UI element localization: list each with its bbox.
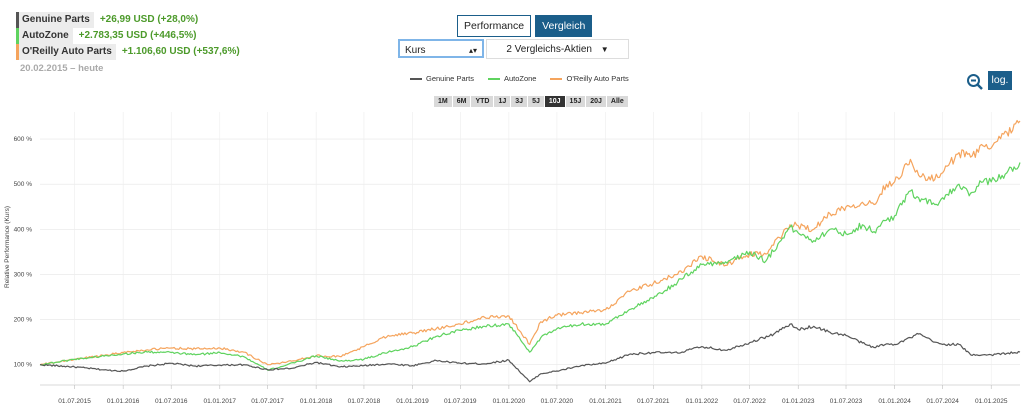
x-tick-label: 01.07.2016 [155,398,188,405]
legend-perf: +2.783,35 USD (+446,5%) [78,30,197,41]
y-axis-title: Relative Performance (Kurs) [4,206,11,288]
x-tick-label: 01.07.2018 [348,398,381,405]
x-tick-label: 01.01.2025 [975,398,1008,405]
tab-vergleich[interactable]: Vergleich [535,15,593,37]
log-scale-button[interactable]: log. [988,71,1012,90]
line-swatch-icon [410,77,422,80]
range-button-1j[interactable]: 1J [494,96,511,107]
range-button-5j[interactable]: 5J [528,96,544,107]
x-tick-label: 01.07.2022 [733,398,766,405]
x-tick-label: 01.01.2022 [686,398,719,405]
x-tick-label: 01.07.2015 [58,398,91,405]
y-tick-label: 400 % [14,226,33,233]
x-tick-label: 01.01.2016 [107,398,140,405]
y-tick-label: 500 % [14,181,33,188]
x-tick-label: 01.01.2023 [782,398,815,405]
x-tick-label: 01.01.2017 [204,398,237,405]
series-line-1 [39,162,1021,371]
legend-perf: +26,99 USD (+28,0%) [99,14,199,25]
legend-perf: +1.106,60 USD (+537,6%) [121,46,240,57]
chart-series [39,119,1021,383]
series-line-0 [39,323,1021,383]
compare-dropdown-label: 2 Vergleichs-Aktien [506,44,592,55]
legend-row-genuine-parts[interactable]: Genuine Parts +26,99 USD (+28,0%) [16,12,240,28]
y-tick-label: 100 % [14,362,33,369]
series-line-2 [39,119,1021,366]
line-swatch-icon [550,77,563,80]
range-button-20j[interactable]: 20J [586,96,606,107]
legend-row-oreilly[interactable]: O'Reilly Auto Parts +1.106,60 USD (+537,… [16,44,240,60]
range-button-3j[interactable]: 3J [511,96,528,107]
kurs-select[interactable]: Kurs ▴▾ [398,39,484,58]
x-tick-label: 01.01.2019 [396,398,429,405]
x-tick-label: 01.01.2021 [589,398,622,405]
range-button-1m[interactable]: 1M [434,96,452,107]
x-tick-label: 01.07.2023 [830,398,863,405]
legend-name: AutoZone [16,28,73,44]
caret-down-icon: ▼ [600,45,609,54]
compare-dropdown[interactable]: 2 Vergleichs-Aktien ▼ [486,39,629,59]
y-tick-label: 600 % [14,136,33,143]
x-tick-label: 01.07.2021 [637,398,670,405]
chart-grid [40,112,1020,389]
line-swatch-icon [487,77,500,80]
x-tick-label: 01.07.2017 [251,398,284,405]
legend-name: O'Reilly Auto Parts [16,44,116,60]
range-button-ytd[interactable]: YTD [471,96,494,107]
y-tick-label: 300 % [14,271,33,278]
range-button-10j[interactable]: 10J [544,96,565,107]
series-legend: Genuine Parts AutoZone O'Reilly Auto Par… [410,74,629,83]
series-legend-label: O'Reilly Auto Parts [566,74,629,83]
x-axis-labels: 01.07.2015 01.01.2016 01.07.2016 01.01.2017… [58,398,1008,405]
range-button-6m[interactable]: 6M [452,96,471,107]
series-legend-item[interactable]: Genuine Parts [410,74,474,83]
y-axis-labels: 100 % 200 % 300 % 400 % 500 % 600 % [14,136,33,369]
range-buttons: 1M 6M YTD 1J 3J 5J 10J 15J 20J Alle [434,96,628,107]
x-tick-label: 01.01.2020 [493,398,526,405]
x-tick-label: 01.07.2019 [444,398,477,405]
kurs-select-value: Kurs [405,45,426,56]
updown-arrows-icon: ▴▾ [468,46,477,55]
x-tick-label: 01.07.2020 [541,398,574,405]
legend-name: Genuine Parts [16,12,94,28]
range-button-15j[interactable]: 15J [565,96,586,107]
x-tick-label: 01.01.2018 [300,398,333,405]
series-legend-item[interactable]: O'Reilly Auto Parts [550,74,629,83]
x-tick-label: 01.07.2024 [926,398,959,405]
series-legend-label: Genuine Parts [426,74,474,83]
y-tick-label: 200 % [14,317,33,324]
series-legend-label: AutoZone [503,74,537,83]
view-tabs: Performance Vergleich [457,15,593,37]
legend-row-autozone[interactable]: AutoZone +2.783,35 USD (+446,5%) [16,28,240,44]
series-legend-item[interactable]: AutoZone [487,74,537,83]
date-range-label: 20.02.2015 – heute [20,63,104,74]
range-button-alle[interactable]: Alle [606,96,628,107]
performance-legend: Genuine Parts +26,99 USD (+28,0%) AutoZo… [16,12,240,77]
zoom-out-icon[interactable] [966,73,984,91]
tab-performance[interactable]: Performance [457,15,532,37]
x-tick-label: 01.01.2024 [878,398,911,405]
